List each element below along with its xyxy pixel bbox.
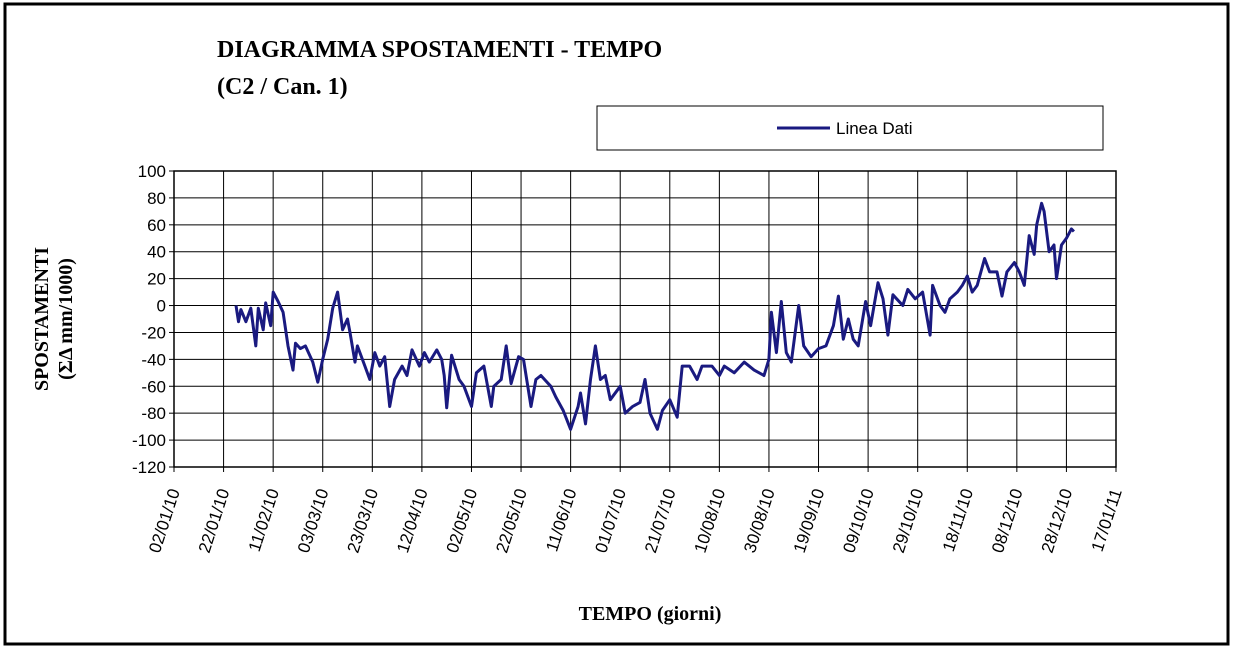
legend-box: [596, 105, 1104, 151]
y-tick-label: 40: [147, 243, 166, 262]
data-line: [234, 201, 1075, 431]
y-tick-label: 0: [157, 297, 166, 316]
y-tick-label: 100: [138, 162, 166, 181]
plot-area: [174, 171, 1116, 467]
y-tick-label: -100: [132, 431, 166, 450]
y-tick-label: -60: [141, 377, 166, 396]
plot-border: [173, 170, 1117, 468]
y-tick-label: 60: [147, 216, 166, 235]
y-tick-label: 20: [147, 270, 166, 289]
y-tick-label: -40: [141, 350, 166, 369]
y-axis-label: SPOSTAMENTI (ΣΔ mm/1000): [31, 247, 77, 391]
legend-label: Linea Dati: [836, 119, 913, 138]
y-tick-label: -20: [141, 323, 166, 342]
y-tick-label: -80: [141, 404, 166, 423]
y-tick-label: 80: [147, 189, 166, 208]
y-axis-label-line: (ΣΔ mm/1000): [55, 258, 77, 380]
x-axis-label: TEMPO (giorni): [579, 603, 722, 625]
y-tick-label: -120: [132, 458, 166, 477]
y-axis-label-line: SPOSTAMENTI: [31, 247, 53, 391]
chart-subtitle: (C2 / Can. 1): [217, 74, 348, 100]
chart-title: DIAGRAMMA SPOSTAMENTI - TEMPO: [217, 37, 662, 63]
